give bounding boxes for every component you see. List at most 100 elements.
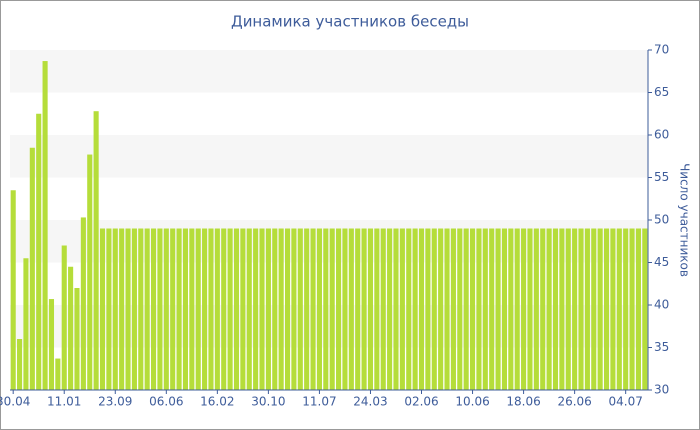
bar: [310, 228, 316, 390]
bar: [214, 228, 220, 390]
bar: [514, 228, 520, 390]
bar: [163, 228, 169, 390]
bar: [336, 228, 342, 390]
bar: [418, 228, 425, 390]
bar: [10, 190, 16, 390]
x-tick-label: 18.06: [506, 395, 540, 409]
y-tick-label: 45: [654, 255, 669, 269]
x-tick-label: 23.09: [98, 395, 132, 409]
bar: [138, 228, 144, 390]
bar: [623, 228, 629, 390]
bar: [527, 228, 533, 390]
bar: [425, 228, 431, 390]
bar: [438, 228, 444, 390]
bar: [565, 228, 571, 390]
bar: [304, 228, 310, 390]
bar: [412, 228, 418, 390]
y-tick-label: 65: [654, 85, 669, 99]
bar: [552, 228, 559, 390]
bar: [540, 228, 546, 390]
bar: [463, 228, 469, 390]
x-tick-label: 30.10: [251, 395, 285, 409]
bar: [119, 228, 125, 390]
bar: [316, 228, 322, 390]
bar: [399, 228, 405, 390]
bar: [469, 228, 476, 390]
bar: [80, 217, 86, 390]
y-tick-label: 55: [654, 170, 669, 184]
bar: [157, 228, 163, 390]
bar: [36, 113, 42, 390]
x-tick-label: 26.06: [557, 395, 591, 409]
bar: [597, 228, 603, 390]
bar: [380, 228, 386, 390]
bar: [406, 228, 412, 390]
x-tick-label: 10.06: [455, 395, 489, 409]
grid-band: [10, 135, 648, 178]
y-axis-label: Число участников: [678, 163, 692, 277]
bar: [521, 228, 527, 390]
bar: [176, 228, 182, 390]
y-tick-label: 70: [654, 43, 669, 57]
bar: [329, 228, 335, 390]
bar: [546, 228, 552, 390]
bar: [610, 228, 616, 390]
bar: [48, 299, 55, 390]
bar: [572, 228, 578, 390]
grid-band: [10, 305, 648, 348]
x-tick-label: 24.03: [353, 395, 387, 409]
bar: [387, 228, 393, 390]
bar: [559, 228, 565, 390]
bar: [182, 228, 189, 390]
y-tick-label: 35: [654, 340, 669, 354]
bar: [482, 228, 488, 390]
bar: [533, 228, 539, 390]
bar: [227, 228, 233, 390]
bar: [253, 228, 259, 390]
bar: [259, 228, 265, 390]
bar: [233, 228, 240, 390]
bar: [195, 228, 201, 390]
bar: [284, 228, 291, 390]
bar: [578, 228, 584, 390]
bar: [323, 228, 329, 390]
bar: [208, 228, 214, 390]
x-tick-label: 11.07: [302, 395, 336, 409]
bar: [489, 228, 495, 390]
bar: [297, 228, 303, 390]
bar: [278, 228, 284, 390]
bar: [87, 154, 93, 390]
bar: [444, 228, 450, 390]
bar: [374, 228, 380, 390]
bar: [240, 228, 246, 390]
bar: [55, 358, 61, 390]
bar: [642, 228, 648, 390]
bar: [591, 228, 597, 390]
x-tick-label: 04.07: [608, 395, 642, 409]
bar: [450, 228, 456, 390]
bar: [495, 228, 501, 390]
x-tick-label: 30.04: [0, 395, 30, 409]
x-tick-label: 02.06: [404, 395, 438, 409]
bar: [202, 228, 208, 390]
grid-band: [10, 50, 648, 93]
bar: [476, 228, 482, 390]
bar: [457, 228, 463, 390]
bar: [393, 228, 399, 390]
bar: [144, 228, 150, 390]
bar: [93, 111, 99, 390]
bar: [348, 228, 354, 390]
bar: [355, 228, 361, 390]
bar: [246, 228, 252, 390]
grid-band: [10, 220, 648, 263]
bar: [170, 228, 176, 390]
bar: [150, 228, 157, 390]
bar: [635, 228, 641, 390]
bar: [106, 228, 112, 390]
y-tick-label: 60: [654, 128, 669, 142]
y-tick-label: 30: [654, 383, 669, 397]
bar: [431, 228, 437, 390]
bar: [17, 339, 23, 390]
x-tick-label: 11.01: [47, 395, 81, 409]
